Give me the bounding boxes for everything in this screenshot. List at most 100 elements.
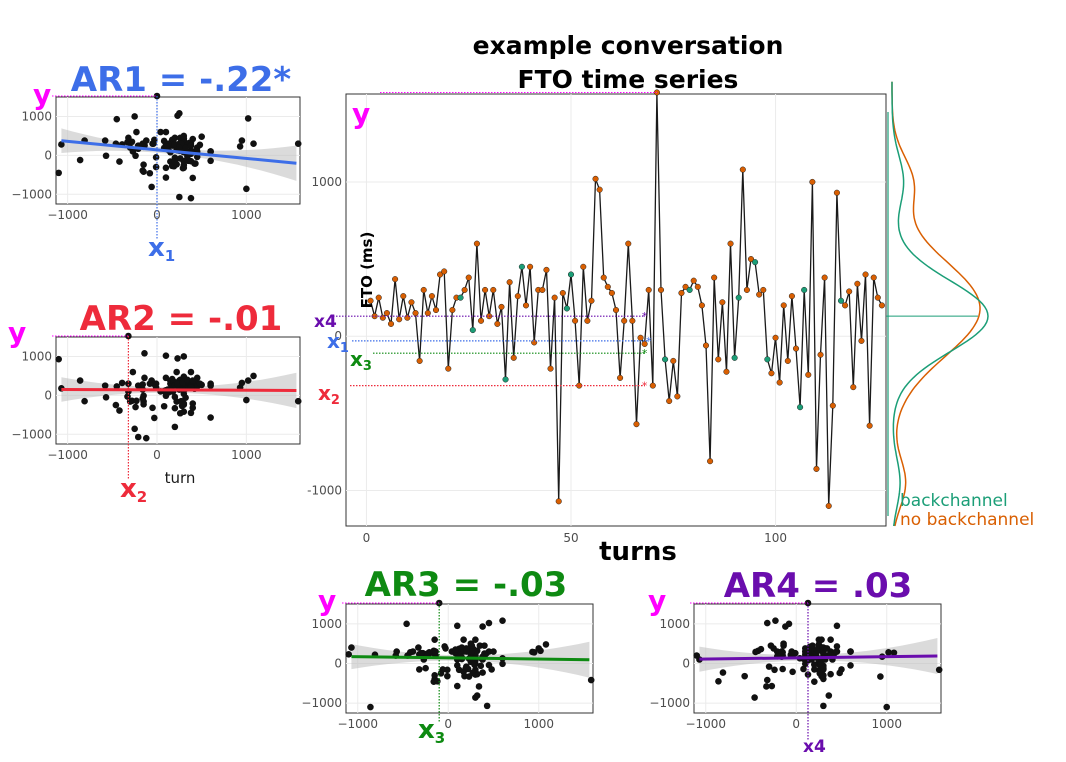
ar4-point <box>715 677 722 685</box>
ar3-point <box>477 662 485 670</box>
ar1-point <box>176 155 184 162</box>
no-backchannel-point <box>760 286 767 293</box>
ar2-point <box>173 368 180 376</box>
ar1-point <box>162 174 170 181</box>
ar1-point <box>180 132 188 140</box>
ar2-point <box>102 394 110 401</box>
lag-label-x1-sub: 1 <box>340 341 349 356</box>
ar2-y-tick-label: −1000 <box>11 427 52 441</box>
ar4-point <box>811 678 818 685</box>
ar3-point <box>453 682 461 690</box>
ar4-x-tick-label: 0 <box>792 717 800 731</box>
no-backchannel-point <box>878 302 885 309</box>
ar2-point <box>180 401 188 409</box>
no-backchannel-point <box>698 302 705 309</box>
ar3-point <box>475 683 483 690</box>
ar1-point <box>157 128 164 136</box>
ar1-point <box>162 128 170 136</box>
no-backchannel-point <box>408 299 415 306</box>
ar1-y-tick-label: −1000 <box>11 187 52 201</box>
ar4-point <box>890 649 898 657</box>
ar1-point <box>198 133 205 140</box>
ar2-point <box>112 401 120 409</box>
ar2-point <box>162 352 170 359</box>
no-backchannel-point <box>449 306 456 314</box>
no-backchannel-point <box>494 320 501 327</box>
ar4-x-label: x4 <box>803 737 826 757</box>
ar1-point <box>76 156 84 164</box>
ar2-axis-title: turn <box>165 469 196 487</box>
ar1-point <box>58 141 65 148</box>
ar3-point <box>431 636 438 643</box>
ar4-point <box>763 683 770 690</box>
ar2-x-tick-label: −1000 <box>47 448 88 462</box>
no-backchannel-point <box>707 458 714 465</box>
ar1-point <box>196 141 204 149</box>
backchannel-point <box>735 294 742 301</box>
ar2-point <box>243 396 250 404</box>
no-backchannel-point <box>862 271 869 278</box>
ar2-point <box>207 414 214 421</box>
main-y-tick-label: 0 <box>334 329 342 343</box>
no-backchannel-point <box>600 274 607 281</box>
no-backchannel-point <box>817 351 824 358</box>
main-lag-star-x2: * <box>642 380 648 393</box>
no-backchannel-point <box>612 306 620 314</box>
ar2-point <box>196 380 204 387</box>
no-backchannel-point <box>747 256 755 263</box>
backchannel-point <box>457 294 464 301</box>
ar4-point <box>811 661 818 668</box>
ar4-point <box>757 645 765 653</box>
backchannel-point <box>662 356 669 363</box>
ar4-y-label: y <box>648 584 666 617</box>
no-backchannel-point <box>780 302 787 309</box>
ar1-point <box>139 167 146 174</box>
no-backchannel-point <box>522 302 530 309</box>
lag-label-x3: x3 <box>350 347 372 374</box>
ar4-title: AR4 = .03 <box>724 566 913 606</box>
no-backchannel-point <box>580 263 587 270</box>
ar3-point <box>403 620 410 628</box>
ar2-point <box>133 397 140 405</box>
main-lag-star-x4: * <box>642 310 648 323</box>
ar2-fit-line <box>61 387 297 392</box>
no-backchannel-point <box>604 283 611 290</box>
no-backchannel-point <box>629 317 636 324</box>
backchannel-point <box>797 404 804 411</box>
main-x-axis-title: turns <box>599 537 677 567</box>
ar2-point <box>129 368 137 376</box>
ar4-y-tick-label: −1000 <box>649 696 690 710</box>
ar2-point <box>160 402 168 410</box>
ar2-point <box>76 377 84 384</box>
ar2-point <box>207 382 214 389</box>
ar3-y-tick-label: −1000 <box>301 696 342 710</box>
ar3-point <box>415 644 422 651</box>
ar4-point <box>833 622 841 630</box>
ar2-point <box>180 353 188 360</box>
ar4-point <box>804 671 812 678</box>
no-backchannel-point <box>555 498 562 505</box>
no-backchannel-point <box>850 384 857 391</box>
ar1-point <box>152 154 160 161</box>
ar1-x-sub: 1 <box>165 247 175 265</box>
ar2-point <box>162 392 170 400</box>
no-backchannel-point <box>833 189 840 196</box>
no-backchannel-point <box>772 334 779 341</box>
no-backchannel-point <box>412 310 419 317</box>
ar2-point <box>187 368 195 376</box>
no-backchannel-point <box>588 297 595 304</box>
no-backchannel-point <box>432 306 440 314</box>
ar3-point <box>488 666 495 673</box>
ar4-fit-line <box>699 654 938 661</box>
no-backchannel-point <box>625 240 632 247</box>
backchannel-point <box>502 376 509 383</box>
backchannel-point <box>563 305 570 312</box>
ar3-title: AR3 = -.03 <box>365 565 568 605</box>
main-title-line2: FTO time series <box>518 65 739 94</box>
ar4-point <box>771 666 778 674</box>
ar1-point <box>179 164 187 172</box>
no-backchannel-point <box>441 268 448 275</box>
ar3-point <box>444 672 451 680</box>
ar3-point <box>444 666 451 674</box>
